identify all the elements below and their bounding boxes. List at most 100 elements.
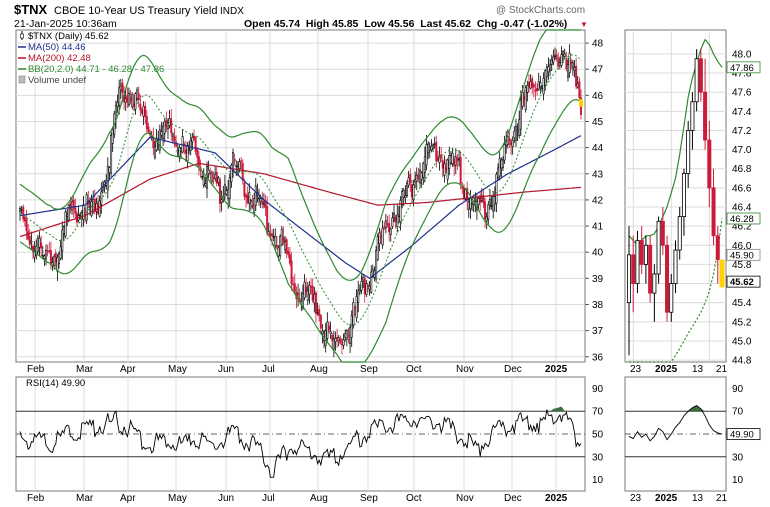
zoom-value-tag — [726, 248, 761, 261]
x-tick-label-bottom: Apr — [120, 493, 136, 504]
candle-body — [266, 206, 269, 234]
candle-body — [196, 149, 199, 158]
zoom-candle-body — [694, 58, 699, 103]
zoom-candle-body — [656, 220, 661, 275]
candle-body — [108, 167, 111, 174]
rsi-tick-label: 90 — [592, 384, 604, 395]
candle-body — [134, 93, 137, 110]
zoom-panel-frame — [624, 29, 727, 363]
candle-body — [321, 331, 324, 335]
candle-body — [516, 129, 519, 132]
candle-body — [271, 233, 274, 237]
candle-body — [352, 301, 355, 326]
candle-body — [415, 174, 418, 182]
candle-body — [409, 174, 412, 183]
zoom-candle-body — [690, 101, 695, 131]
zoom-y-tick-label: 46.2 — [732, 222, 752, 233]
candle-body — [578, 81, 581, 98]
rsi-overbought-fill — [550, 406, 570, 412]
y-tick-label: 39 — [592, 274, 604, 285]
candle-body — [301, 293, 304, 309]
candle-body — [20, 209, 23, 211]
candle-body — [394, 216, 397, 222]
candle-body — [310, 285, 313, 288]
candle-body — [555, 54, 558, 59]
candle-body — [350, 315, 353, 338]
candle-body — [370, 271, 373, 293]
candle-body — [575, 65, 578, 87]
candle-body — [282, 236, 285, 243]
candle-body — [98, 200, 101, 217]
candle-body — [336, 337, 339, 339]
candle-body — [347, 334, 350, 337]
candle-body — [432, 144, 435, 149]
candle-body — [519, 99, 522, 130]
candle-body — [27, 231, 30, 240]
candle-body — [406, 182, 409, 197]
candle-body — [358, 289, 361, 293]
down-arrow-icon: ▼ — [580, 20, 588, 29]
candle-body — [288, 254, 291, 264]
zoom-y-tick-label: 47.0 — [732, 145, 752, 156]
x-tick-label-bottom: Nov — [456, 493, 474, 504]
zoom-rsi-line — [628, 404, 723, 442]
candle-body — [236, 166, 239, 175]
candle-body — [313, 294, 316, 304]
zoom-candle-body — [648, 244, 653, 294]
candle-body — [238, 161, 241, 169]
candle-body — [329, 331, 332, 334]
legend-candle-body — [20, 33, 24, 39]
candle-body — [219, 179, 222, 204]
candle-body — [192, 135, 195, 139]
candle-body — [532, 84, 535, 88]
candle-body — [220, 199, 223, 203]
candle-body — [495, 173, 498, 204]
candle-body — [251, 204, 254, 208]
candle-body — [436, 157, 439, 161]
candle-body — [171, 133, 174, 137]
zoom-x-tick-label-top: 23 — [630, 364, 642, 375]
candle-body — [540, 86, 543, 89]
candle-body — [451, 152, 454, 165]
candle-body — [388, 223, 391, 233]
candle-body — [363, 277, 366, 294]
candle-body — [100, 191, 103, 205]
candle-body — [233, 158, 236, 162]
candle-body — [319, 315, 322, 329]
x-tick-label-top: Jun — [218, 364, 234, 375]
candle-body — [521, 92, 524, 107]
zoom-value-tag — [726, 275, 761, 288]
legend-box-marker — [18, 75, 26, 84]
x-tick-label-top: Aug — [310, 364, 328, 375]
legend-price: $TNX (Daily) 45.62 — [28, 31, 109, 42]
candle-body — [184, 149, 187, 154]
candle-body — [458, 158, 461, 160]
candle-body — [32, 245, 35, 253]
candle-body — [215, 171, 218, 184]
candle-body — [217, 177, 220, 183]
zoom-candle-body — [665, 244, 670, 313]
candle-body — [529, 81, 532, 89]
candle-body — [227, 188, 230, 199]
x-tick-label-bottom: Jul — [262, 493, 275, 504]
candle-body — [510, 142, 513, 146]
candle-body — [186, 145, 189, 162]
zoom-y-tick-label: 48.0 — [732, 49, 752, 60]
candle-body — [549, 64, 552, 71]
candle-body — [262, 203, 265, 205]
candle-body — [576, 83, 579, 88]
zoom-rsi-value-tag-label: 49.90 — [730, 430, 754, 441]
candle-body — [280, 228, 283, 246]
candle-body — [396, 214, 399, 228]
legend-markers — [18, 31, 26, 84]
zoom-candle-body — [660, 220, 665, 246]
candle-body — [54, 252, 57, 263]
zoom-y-tick-label: 46.4 — [732, 203, 752, 214]
zoom-rsi-tick-label: 90 — [732, 384, 744, 395]
candle-body — [248, 192, 251, 204]
candle-body — [25, 219, 28, 232]
x-tick-label-bottom: May — [168, 493, 187, 504]
candle-body — [570, 61, 573, 64]
candle-body — [290, 260, 293, 285]
candle-body — [235, 165, 238, 167]
